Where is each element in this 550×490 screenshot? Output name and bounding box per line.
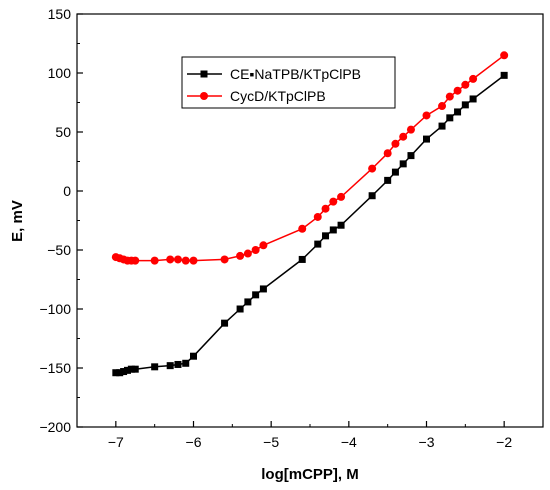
x-tick-label: −3	[419, 434, 435, 450]
data-point	[329, 197, 338, 206]
legend-marker-series-2	[200, 92, 208, 100]
data-point	[321, 204, 330, 213]
data-point	[422, 111, 431, 120]
data-point	[383, 149, 392, 158]
data-point	[166, 255, 175, 264]
y-tick-label: −200	[39, 419, 71, 435]
data-point	[406, 125, 415, 134]
data-point	[116, 369, 124, 377]
data-point	[251, 246, 260, 254]
x-axis: −7 −6 −5 −4 −3 −2	[108, 421, 512, 450]
data-point	[313, 212, 322, 221]
data-point	[220, 255, 229, 264]
data-point	[368, 164, 377, 173]
data-point	[399, 132, 408, 141]
y-tick-label: −100	[39, 301, 71, 317]
data-point	[500, 71, 508, 79]
data-point	[259, 241, 268, 250]
data-point	[259, 285, 267, 293]
data-point	[174, 360, 182, 368]
data-point	[438, 122, 446, 130]
data-point	[337, 221, 345, 229]
data-point	[221, 319, 229, 327]
data-point	[181, 256, 190, 265]
data-point	[445, 92, 454, 101]
data-point	[368, 192, 376, 200]
data-point	[446, 114, 454, 122]
data-point	[189, 256, 198, 265]
data-point	[391, 139, 400, 148]
data-point	[454, 108, 462, 116]
data-point	[461, 101, 469, 109]
legend-label-series-2: CycD/KTpClPB	[230, 88, 326, 104]
data-point	[384, 176, 392, 184]
data-point	[423, 135, 430, 143]
data-point	[469, 95, 477, 103]
data-point	[461, 80, 470, 89]
data-point	[244, 298, 252, 306]
series-line	[115, 74, 505, 374]
y-tick-label: −150	[39, 360, 71, 376]
y-tick-label: 150	[48, 6, 72, 22]
data-point	[243, 249, 252, 258]
data-point	[298, 255, 306, 263]
legend-box	[181, 56, 396, 109]
data-point	[123, 366, 131, 374]
x-tick-label: −4	[341, 434, 357, 450]
y-tick-label: −50	[47, 242, 71, 258]
y-axis-title: E, mV	[9, 200, 26, 242]
data-point	[391, 168, 399, 176]
data-point	[500, 51, 509, 60]
data-point	[190, 352, 197, 360]
data-point	[236, 251, 245, 260]
data-point	[131, 365, 139, 373]
data-point	[314, 240, 322, 248]
legend: CE▪NaTPB/KTpClPB CycD/KTpClPB	[181, 56, 396, 109]
y-tick-label: 100	[48, 65, 72, 81]
data-point	[322, 232, 330, 240]
x-tick-label: −2	[496, 434, 512, 450]
data-point	[120, 368, 128, 376]
data-point	[298, 224, 307, 233]
x-tick-label: −6	[186, 434, 202, 450]
data-point	[112, 369, 120, 377]
data-point	[151, 363, 159, 371]
series-layer	[111, 51, 509, 377]
legend-marker-series-1	[200, 70, 208, 78]
data-point	[337, 192, 346, 201]
data-point	[438, 102, 447, 111]
y-tick-label: 0	[63, 183, 71, 199]
data-point	[131, 256, 140, 265]
data-point	[236, 305, 244, 313]
x-tick-label: −5	[263, 434, 279, 450]
data-point	[399, 160, 407, 168]
data-point	[173, 255, 182, 264]
data-point	[166, 362, 174, 370]
y-tick-label: 50	[55, 124, 71, 140]
data-point	[182, 359, 190, 367]
legend-label-series-1: CE▪NaTPB/KTpClPB	[230, 66, 361, 82]
data-point	[150, 256, 159, 265]
data-point	[407, 152, 415, 160]
y-axis: −200 −150 −100 −50 0 50 100 150	[39, 6, 83, 435]
data-point	[252, 291, 260, 299]
data-point	[453, 86, 462, 95]
data-point	[127, 365, 135, 373]
data-point	[469, 74, 478, 83]
series-2	[111, 51, 509, 265]
x-tick-label: −7	[108, 434, 124, 450]
data-point	[329, 226, 337, 234]
x-axis-title: log[mCPP], M	[261, 466, 359, 483]
series-1	[112, 71, 508, 377]
